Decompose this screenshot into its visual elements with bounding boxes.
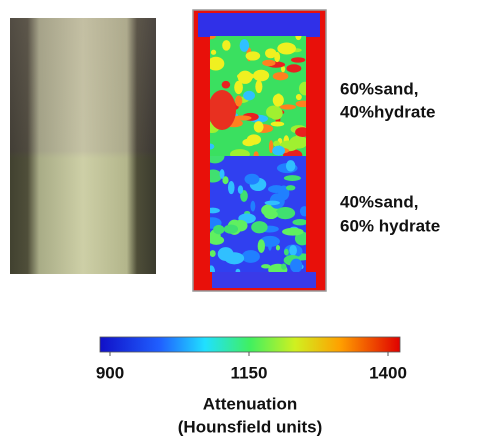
texture-blob: [227, 181, 235, 195]
texture-blob: [298, 81, 306, 96]
texture-blob: [264, 209, 278, 220]
texture-blob: [265, 48, 277, 59]
texture-blob: [272, 93, 284, 107]
texture-blob: [233, 115, 252, 121]
texture-blob: [250, 200, 256, 212]
texture-blob: [261, 264, 271, 269]
lower-label: 40%sand,: [340, 192, 418, 211]
texture-blob: [275, 245, 281, 251]
texture-blob: [210, 90, 236, 130]
texture-blob: [253, 151, 259, 156]
texture-blob: [251, 221, 268, 234]
texture-blob: [237, 185, 244, 194]
texture-blob: [272, 145, 286, 156]
texture-blob: [219, 169, 225, 179]
colorbar-tick-label: 1150: [231, 363, 268, 382]
texture-blob: [235, 95, 243, 107]
texture-blob: [210, 36, 216, 40]
texture-blob: [285, 160, 296, 172]
texture-blob: [273, 140, 280, 147]
texture-blob: [277, 42, 296, 55]
texture-blob: [268, 140, 274, 154]
texture-blob: [235, 268, 241, 272]
texture-blob: [237, 70, 253, 84]
texture-blob: [280, 65, 286, 73]
texture-blob: [284, 248, 289, 256]
texture-blob: [222, 40, 231, 51]
texture-blob: [282, 227, 304, 236]
texture-blob: [217, 247, 234, 261]
texture-blob: [275, 207, 296, 220]
texture-blob: [267, 185, 285, 194]
texture-blob: [210, 207, 220, 214]
texture-blob: [240, 190, 248, 202]
texture-blob: [234, 80, 243, 95]
colorbar-title: Attenuation: [203, 394, 297, 413]
texture-blob: [210, 250, 216, 257]
texture-blob: [290, 57, 306, 63]
texture-blob: [286, 64, 302, 73]
texture-blob: [210, 265, 215, 272]
ct-lower-texture: [210, 156, 306, 272]
texture-blob: [221, 80, 231, 89]
texture-blob: [210, 143, 215, 150]
texture-blob: [299, 206, 306, 217]
texture-blob: [222, 176, 229, 185]
texture-blob: [243, 90, 256, 101]
texture-blob: [229, 149, 250, 156]
texture-blob: [281, 263, 287, 270]
texture-blob: [253, 69, 270, 82]
texture-blob: [210, 235, 225, 245]
texture-blob: [270, 121, 285, 127]
colorbar: [99, 336, 401, 353]
texture-blob: [210, 169, 222, 183]
texture-blob: [267, 236, 273, 251]
texture-blob: [210, 49, 217, 55]
texture-blob: [239, 39, 250, 52]
texture-blob: [223, 224, 239, 234]
texture-blob: [266, 105, 282, 119]
texture-blob: [290, 258, 303, 272]
texture-blob: [283, 175, 301, 181]
upper-label: 40%hydrate: [340, 102, 435, 121]
ct-top-band: [198, 13, 320, 37]
texture-blob: [210, 56, 225, 71]
colorbar-tick-label: 1400: [369, 363, 407, 382]
colorbar-title: (Hounsfield units): [178, 417, 322, 436]
ct-upper-texture: [210, 36, 306, 156]
texture-blob: [245, 51, 261, 61]
texture-blob: [272, 72, 289, 81]
texture-blob: [213, 224, 225, 235]
texture-blob: [244, 173, 260, 185]
texture-blob: [262, 59, 276, 67]
texture-blob: [292, 219, 306, 226]
texture-blob: [295, 93, 302, 101]
texture-blob: [264, 200, 280, 206]
ct-bottom-band: [212, 272, 316, 288]
texture-blob: [242, 138, 256, 147]
texture-blob: [285, 185, 296, 191]
texture-blob: [210, 156, 225, 164]
texture-blob: [295, 100, 306, 108]
colorbar-tick-label: 900: [96, 363, 124, 382]
texture-blob: [253, 121, 264, 133]
texture-blob: [289, 244, 297, 256]
core-photo-tint: [10, 18, 156, 274]
upper-label: 60%sand,: [340, 79, 418, 98]
texture-blob: [274, 51, 281, 63]
texture-blob: [295, 36, 302, 41]
lower-label: 60% hydrate: [340, 216, 440, 235]
texture-blob: [241, 250, 260, 263]
texture-blob: [255, 80, 263, 94]
texture-blob: [257, 239, 265, 253]
texture-blob: [279, 104, 296, 110]
texture-blob: [295, 127, 306, 137]
